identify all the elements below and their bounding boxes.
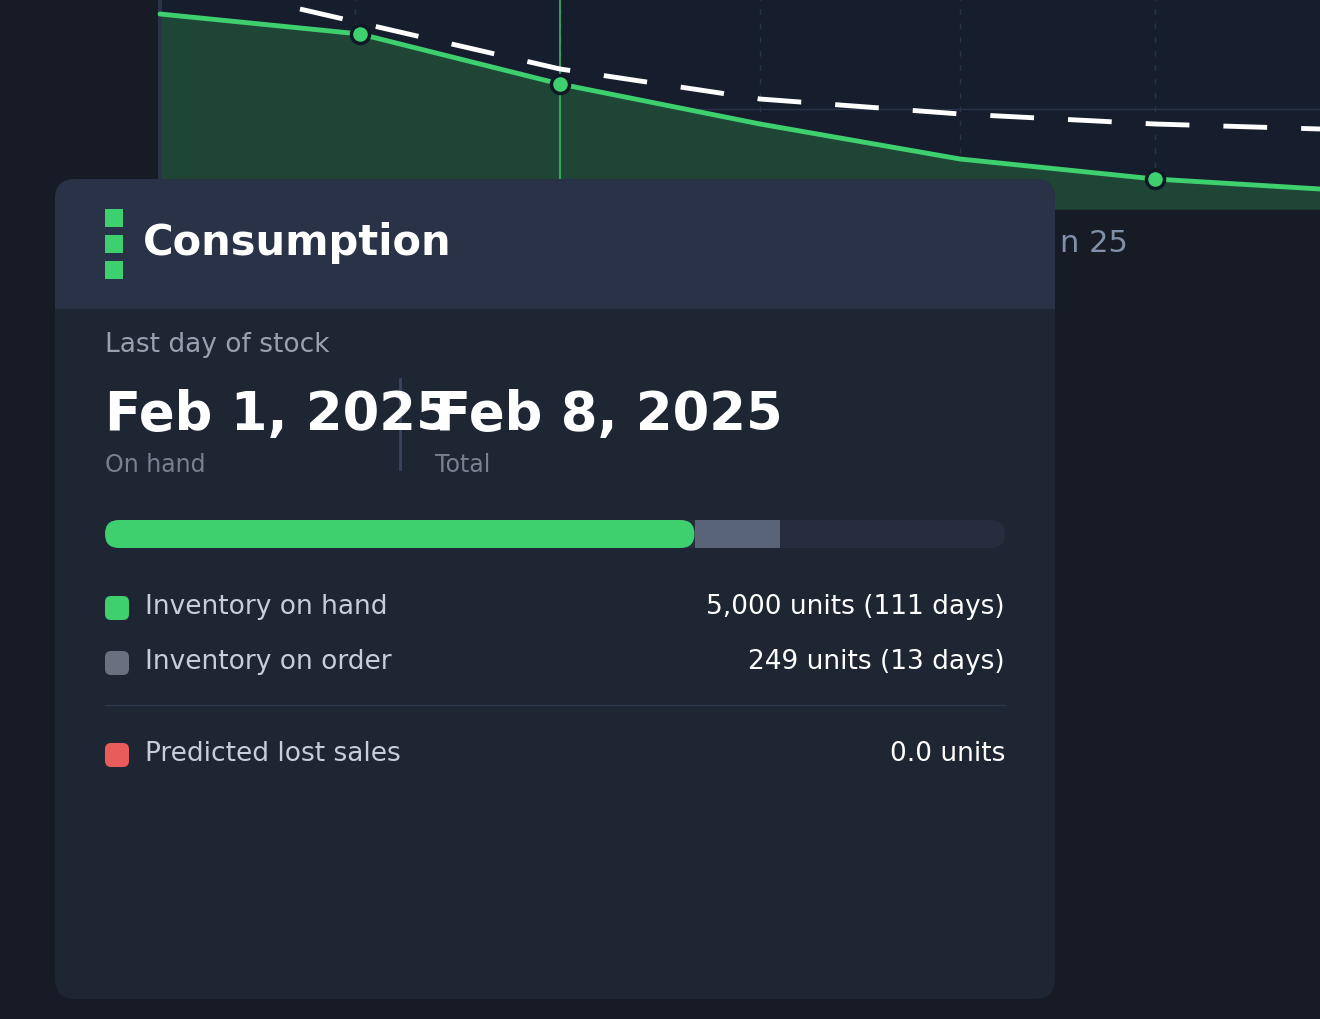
Text: Feb 1, 2025: Feb 1, 2025 bbox=[106, 388, 453, 440]
Text: n 25: n 25 bbox=[1060, 228, 1127, 257]
FancyBboxPatch shape bbox=[106, 521, 1005, 548]
Bar bbox=[0, 0, 158, 210]
FancyBboxPatch shape bbox=[106, 651, 129, 676]
Polygon shape bbox=[160, 15, 1320, 210]
Text: Total: Total bbox=[436, 452, 490, 477]
Text: Last day of stock: Last day of stock bbox=[106, 331, 330, 358]
Text: 249 units (13 days): 249 units (13 days) bbox=[748, 648, 1005, 675]
Text: 5,000 units (111 days): 5,000 units (111 days) bbox=[706, 593, 1005, 620]
Bar bbox=[694, 521, 780, 548]
Text: Predicted lost sales: Predicted lost sales bbox=[145, 740, 401, 766]
FancyBboxPatch shape bbox=[106, 743, 129, 767]
Bar bbox=[106, 235, 123, 254]
Bar bbox=[55, 245, 1055, 310]
FancyBboxPatch shape bbox=[55, 179, 1055, 310]
Text: Feb 8, 2025: Feb 8, 2025 bbox=[436, 388, 783, 440]
Text: On hand: On hand bbox=[106, 452, 206, 477]
FancyBboxPatch shape bbox=[106, 521, 694, 548]
Text: 0.0 units: 0.0 units bbox=[890, 740, 1005, 766]
Bar bbox=[106, 210, 123, 228]
FancyBboxPatch shape bbox=[106, 596, 129, 621]
Text: Inventory on order: Inventory on order bbox=[145, 648, 392, 675]
FancyBboxPatch shape bbox=[55, 179, 1055, 999]
Bar bbox=[0, 0, 1320, 210]
FancyBboxPatch shape bbox=[752, 521, 780, 548]
Bar bbox=[106, 262, 123, 280]
Text: Inventory on hand: Inventory on hand bbox=[145, 593, 388, 620]
Text: Consumption: Consumption bbox=[143, 222, 451, 264]
Bar bbox=[158, 0, 162, 210]
